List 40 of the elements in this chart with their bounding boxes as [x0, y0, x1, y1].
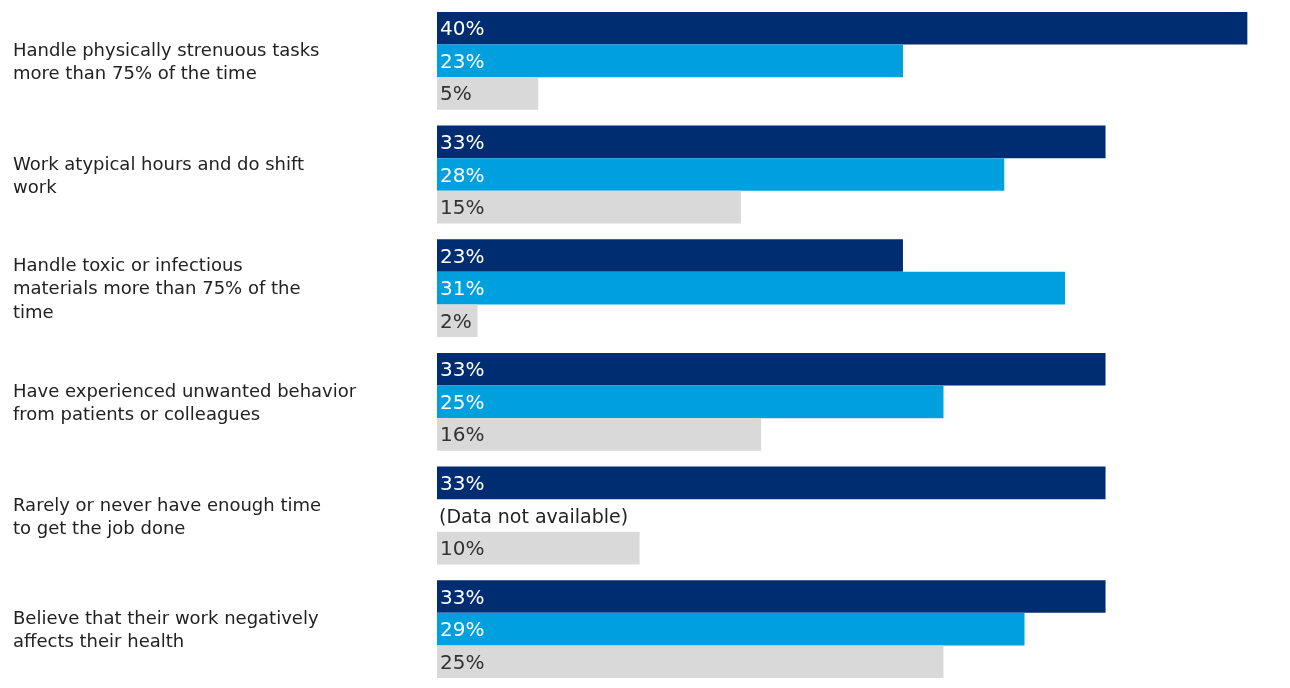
y-tick-label: Work atypical hours and do shift work	[13, 153, 305, 198]
bar	[437, 125, 1106, 159]
data-label: 33%	[440, 584, 485, 609]
data-label: 25%	[440, 389, 485, 414]
bar	[437, 612, 1025, 646]
bar	[437, 352, 1106, 386]
data-label: 15%	[440, 195, 485, 220]
data-label: 10%	[440, 536, 485, 561]
bar	[437, 190, 741, 224]
bar	[437, 158, 1005, 191]
data-label: 5%	[440, 81, 472, 106]
data-label: 33%	[440, 357, 485, 382]
data-label: 2%	[440, 308, 472, 333]
bar	[437, 385, 944, 419]
bar	[437, 531, 640, 565]
bar	[437, 645, 944, 679]
data-label: 33%	[440, 129, 485, 154]
bar	[437, 466, 1106, 500]
data-label: 25%	[440, 649, 485, 674]
annotation: (Data not available)	[439, 505, 629, 527]
data-label: 23%	[440, 48, 485, 73]
bar	[437, 271, 1066, 305]
y-tick-label: Rarely or never have enough time to get the job done	[13, 494, 322, 539]
data-label: 16%	[440, 422, 485, 447]
data-label: 31%	[440, 276, 485, 301]
y-tick-label: Have experienced unwanted behavior from patients or colleagues	[13, 380, 357, 425]
data-label: 23%	[440, 243, 485, 268]
data-label: 40%	[440, 16, 485, 41]
bar	[437, 239, 903, 272]
data-label: 28%	[440, 162, 485, 187]
y-tick-label: Handle toxic or infectious materials more than 75% of the time	[13, 254, 301, 322]
data-label: 29%	[440, 617, 485, 642]
data-label: 33%	[440, 470, 485, 495]
bar	[437, 580, 1106, 613]
bar	[437, 11, 1248, 45]
bar	[437, 77, 539, 110]
y-tick-label: Handle physically strenuous tasks more than 75% of the time	[13, 39, 320, 84]
y-tick-label: Believe that their work negatively affects their health	[13, 607, 319, 652]
bar	[437, 44, 903, 78]
bar	[437, 418, 762, 451]
